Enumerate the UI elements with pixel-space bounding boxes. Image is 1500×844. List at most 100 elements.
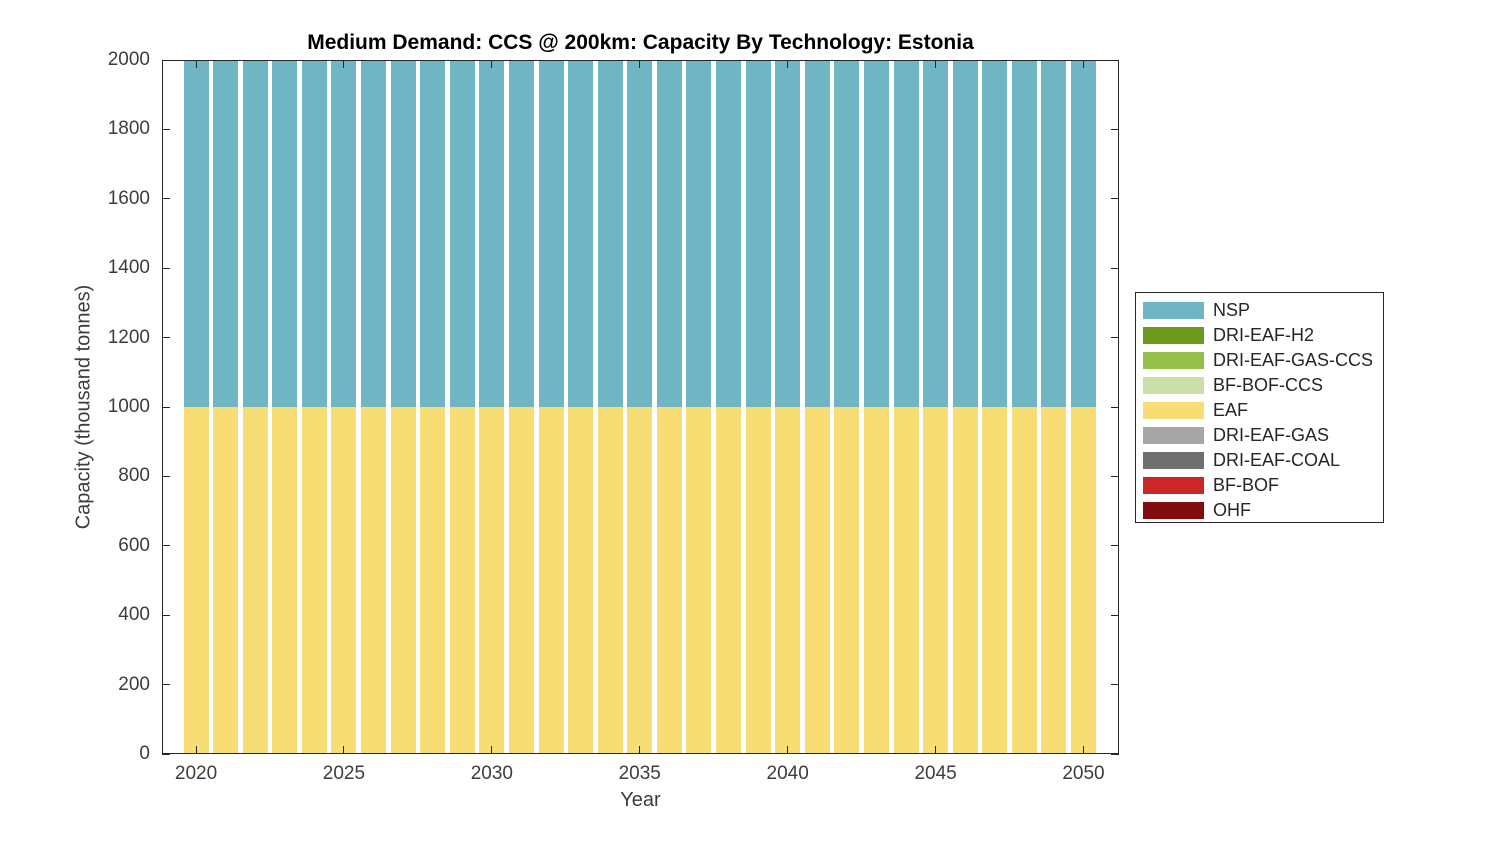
x-tick-label: 2045 <box>914 763 957 784</box>
legend-swatch-EAF <box>1143 402 1204 419</box>
bar-segment-NSP <box>1011 60 1037 407</box>
bar-segment-EAF <box>982 407 1008 754</box>
bar-segment-EAF <box>863 407 889 754</box>
y-tick-left <box>162 475 170 477</box>
bar-segment-NSP <box>1041 60 1067 407</box>
bar-segment-EAF <box>242 407 268 754</box>
y-tick-left <box>162 406 170 408</box>
x-tick-label: 2025 <box>322 763 366 784</box>
bar-segment-NSP <box>686 60 712 407</box>
y-tick-label: 1000 <box>107 396 150 417</box>
y-tick-left <box>162 337 170 339</box>
x-tick-label: 2040 <box>766 763 809 784</box>
bar-segment-EAF <box>716 407 741 754</box>
bar-segment-NSP <box>834 60 860 407</box>
y-tick-right <box>1111 475 1119 477</box>
legend-swatch-DRI-EAF-H2 <box>1143 327 1204 344</box>
bar-segment-NSP <box>183 60 209 407</box>
bar-segment-NSP <box>242 60 268 407</box>
legend-item-BF-BOF-CCS: BF-BOF-CCS <box>1136 373 1383 398</box>
y-tick-label: 1800 <box>107 118 150 140</box>
y-tick-label: 800 <box>118 465 150 487</box>
bar-segment-NSP <box>1071 60 1096 407</box>
bar-segment-EAF <box>301 407 327 754</box>
legend-swatch-DRI-EAF-GAS <box>1143 427 1204 444</box>
y-tick-left <box>162 545 170 547</box>
x-tick-label: 2050 <box>1062 763 1105 784</box>
x-tick-label: 2020 <box>174 763 218 784</box>
bar-segment-EAF <box>331 407 357 754</box>
y-tick-left <box>162 614 170 616</box>
bar-segment-EAF <box>1011 407 1037 754</box>
bar-segment-NSP <box>982 60 1008 407</box>
bar-segment-EAF <box>568 407 594 754</box>
bar-segment-EAF <box>538 407 564 754</box>
bar-segment-NSP <box>331 60 357 407</box>
y-tick-right <box>1111 406 1119 408</box>
bar-segment-EAF <box>508 407 534 754</box>
bar-segment-NSP <box>213 60 239 407</box>
plot-area <box>162 59 1119 755</box>
y-tick-label: 1400 <box>107 257 150 279</box>
bar-segment-EAF <box>597 407 623 754</box>
bar-segment-EAF <box>745 407 771 754</box>
bar-segment-NSP <box>479 60 505 407</box>
bar-segment-EAF <box>420 407 446 754</box>
legend-swatch-DRI-EAF-COAL <box>1143 452 1204 469</box>
bar-segment-NSP <box>745 60 771 407</box>
legend-swatch-BF-BOF <box>1143 477 1204 494</box>
legend-item-DRI-EAF-COAL: DRI-EAF-COAL <box>1136 448 1383 473</box>
x-tick-label: 2035 <box>618 763 661 784</box>
x-tick-top <box>787 60 789 68</box>
x-tick-bottom <box>787 746 789 754</box>
y-tick-right <box>1111 684 1119 686</box>
bar-segment-NSP <box>863 60 889 407</box>
bar-segment-EAF <box>183 407 209 754</box>
bar-segment-EAF <box>479 407 505 754</box>
legend-label: DRI-EAF-GAS-CCS <box>1213 350 1374 370</box>
x-tick-top <box>1083 60 1084 68</box>
bar-segment-EAF <box>923 407 949 754</box>
y-tick-left <box>162 267 170 269</box>
legend-item-DRI-EAF-H2: DRI-EAF-H2 <box>1136 323 1383 348</box>
y-tick-right <box>1111 614 1119 616</box>
bar-segment-EAF <box>834 407 860 754</box>
legend-label: DRI-EAF-COAL <box>1213 450 1341 470</box>
x-tick-bottom <box>195 746 197 754</box>
legend-label: EAF <box>1213 400 1249 420</box>
bar-segment-NSP <box>390 60 416 407</box>
bar-segment-EAF <box>775 407 801 754</box>
bar-segment-NSP <box>923 60 949 407</box>
y-tick-label: 1600 <box>107 187 150 209</box>
legend-item-BF-BOF: BF-BOF <box>1136 473 1383 498</box>
legend-swatch-OHF <box>1143 502 1204 519</box>
legend-item-DRI-EAF-GAS-CCS: DRI-EAF-GAS-CCS <box>1136 348 1383 373</box>
bar-segment-NSP <box>538 60 564 407</box>
bar-segment-NSP <box>508 60 534 407</box>
y-tick-right <box>1111 753 1119 755</box>
x-tick-top <box>343 60 345 68</box>
bar-segment-NSP <box>420 60 446 407</box>
y-tick-label: 2000 <box>107 49 150 70</box>
y-tick-left <box>162 59 170 61</box>
bar-segment-EAF <box>390 407 416 754</box>
bar-segment-NSP <box>597 60 623 407</box>
x-tick-bottom <box>935 746 937 754</box>
legend-item-EAF: EAF <box>1136 398 1383 423</box>
x-tick-bottom <box>639 746 641 754</box>
bar-segment-EAF <box>952 407 978 754</box>
y-tick-label: 400 <box>118 604 150 626</box>
bar-segment-EAF <box>804 407 830 754</box>
legend-label: DRI-EAF-H2 <box>1213 325 1315 345</box>
legend-label: BF-BOF <box>1213 475 1279 495</box>
bar-segment-EAF <box>1041 407 1067 754</box>
legend-swatch-DRI-EAF-GAS-CCS <box>1143 352 1204 369</box>
bar-segment-NSP <box>775 60 801 407</box>
bar-segment-NSP <box>952 60 978 407</box>
legend-swatch-BF-BOF-CCS <box>1143 377 1204 394</box>
legend-label: NSP <box>1213 300 1251 320</box>
bar-segment-NSP <box>449 60 475 407</box>
bar-segment-EAF <box>272 407 298 754</box>
bar-segment-NSP <box>568 60 594 407</box>
